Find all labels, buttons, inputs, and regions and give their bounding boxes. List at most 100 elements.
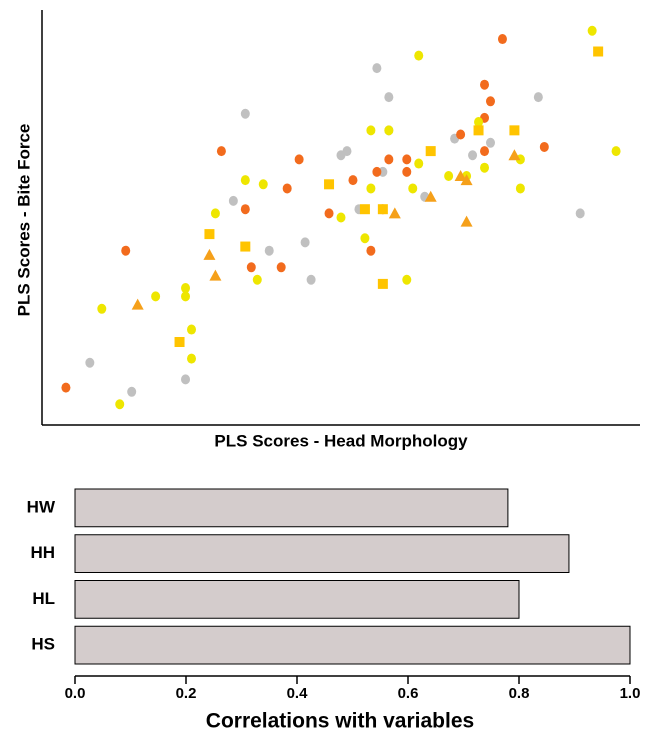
point xyxy=(324,179,335,190)
point xyxy=(509,125,520,136)
point xyxy=(460,215,473,227)
point xyxy=(456,129,466,140)
y-tick-label: HH xyxy=(30,543,55,562)
point xyxy=(115,399,125,410)
y-tick-label: HW xyxy=(27,497,56,516)
point xyxy=(402,274,412,285)
point xyxy=(127,386,137,397)
point xyxy=(85,357,95,368)
point xyxy=(468,150,478,161)
point xyxy=(384,125,394,136)
x-tick-label: 0.2 xyxy=(176,685,197,702)
x-tick-label: 0.8 xyxy=(509,685,530,702)
x-axis-label: PLS Scores - Head Morphology xyxy=(214,431,468,450)
point xyxy=(408,183,418,194)
point xyxy=(587,25,597,36)
point xyxy=(209,269,222,281)
point xyxy=(187,324,196,335)
x-axis-label: Correlations with variables xyxy=(206,710,474,733)
point xyxy=(454,170,467,181)
point xyxy=(204,229,215,240)
point xyxy=(264,245,274,256)
point xyxy=(480,162,490,173)
point xyxy=(210,208,220,219)
point xyxy=(97,303,107,314)
point xyxy=(611,146,621,157)
x-tick-label: 0.4 xyxy=(287,685,309,702)
point xyxy=(460,174,473,186)
point xyxy=(384,154,394,165)
point xyxy=(336,212,346,223)
point xyxy=(515,183,525,194)
bar xyxy=(74,580,520,619)
point xyxy=(473,125,484,136)
point xyxy=(131,298,144,310)
point xyxy=(402,166,412,177)
point xyxy=(240,108,250,119)
point xyxy=(348,175,358,186)
point xyxy=(474,117,484,128)
point xyxy=(359,204,370,215)
point xyxy=(181,291,191,302)
point xyxy=(360,233,370,244)
point xyxy=(497,34,507,45)
point xyxy=(181,283,191,294)
point xyxy=(444,171,454,181)
point xyxy=(306,274,316,285)
point xyxy=(121,245,131,256)
point xyxy=(366,245,376,256)
point xyxy=(181,374,191,385)
point xyxy=(240,204,250,215)
point xyxy=(593,46,604,57)
point xyxy=(388,207,401,219)
point xyxy=(324,208,334,219)
x-tick-label: 0.6 xyxy=(398,685,419,702)
point xyxy=(151,291,161,302)
point xyxy=(402,154,412,165)
point xyxy=(414,158,424,169)
point xyxy=(246,262,256,273)
x-tick-label: 1.0 xyxy=(620,685,641,702)
point xyxy=(424,190,437,202)
point xyxy=(294,154,304,165)
point xyxy=(252,274,262,285)
point xyxy=(342,146,352,157)
point xyxy=(508,149,521,161)
point xyxy=(216,146,226,157)
point xyxy=(203,248,216,260)
point xyxy=(486,96,495,107)
point xyxy=(366,125,376,136)
point xyxy=(377,278,388,289)
x-tick-label: 0.0 xyxy=(65,685,86,702)
point xyxy=(282,183,292,194)
bar xyxy=(74,488,509,528)
point xyxy=(539,141,549,152)
point xyxy=(276,262,286,273)
y-tick-label: HS xyxy=(31,635,55,654)
point xyxy=(372,166,382,177)
y-axis-label: PLS Scores - Bite Force xyxy=(14,124,33,317)
point xyxy=(258,179,268,190)
point xyxy=(414,50,424,61)
point xyxy=(480,79,490,90)
point xyxy=(486,137,495,148)
point xyxy=(187,353,196,364)
point xyxy=(372,63,382,74)
point xyxy=(61,382,71,393)
point xyxy=(377,204,388,215)
point xyxy=(300,237,310,248)
point xyxy=(240,241,251,252)
bar xyxy=(74,625,631,665)
point xyxy=(240,175,250,186)
point xyxy=(480,146,490,157)
point xyxy=(384,92,394,103)
point xyxy=(533,92,543,103)
point xyxy=(174,337,185,347)
point xyxy=(228,195,238,206)
point xyxy=(425,146,436,157)
bar xyxy=(74,534,570,573)
y-tick-label: HL xyxy=(32,589,55,608)
point xyxy=(366,183,376,194)
point xyxy=(575,208,585,219)
